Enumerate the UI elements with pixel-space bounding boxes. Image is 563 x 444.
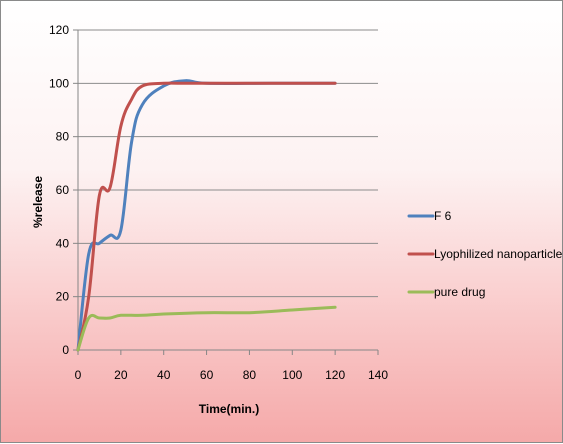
- series-lines: [76, 79, 337, 352]
- y-tick-label-20: 20: [56, 290, 70, 304]
- series-line-lyophilized-nanoparticle: [76, 81, 337, 352]
- y-tick-label-120: 120: [49, 23, 69, 37]
- legend-label-f-6: F 6: [434, 209, 452, 223]
- x-tick-label-0: 0: [75, 368, 82, 382]
- y-tick-label-40: 40: [56, 236, 70, 250]
- y-tick-label-0: 0: [62, 343, 69, 357]
- y-tick-label-100: 100: [49, 76, 69, 90]
- legend-label-lyophilized-nanoparticle: Lyophilized nanoparticle: [434, 247, 563, 261]
- series-line-pure-drug: [76, 305, 337, 352]
- x-tick-label-100: 100: [282, 368, 302, 382]
- x-tick-label-20: 20: [114, 368, 128, 382]
- legend-label-pure-drug: pure drug: [434, 285, 485, 299]
- x-tick-label-120: 120: [325, 368, 345, 382]
- legend: F 6 Lyophilized nanoparticle pure drug: [407, 209, 563, 299]
- x-tick-label-140: 140: [368, 368, 388, 382]
- x-axis-ticks: 0 20 40 60 80 100 120 140: [75, 350, 388, 382]
- y-tick-label-80: 80: [56, 130, 70, 144]
- x-tick-label-40: 40: [157, 368, 171, 382]
- x-tick-label-80: 80: [243, 368, 257, 382]
- gridlines: [78, 29, 378, 298]
- x-tick-label-60: 60: [200, 368, 214, 382]
- y-tick-label-60: 60: [56, 183, 70, 197]
- x-axis-title: Time(min.): [199, 402, 259, 416]
- y-axis-title: %release: [31, 176, 45, 228]
- y-axis-ticks: 0 20 40 60 80 100 120: [49, 23, 78, 357]
